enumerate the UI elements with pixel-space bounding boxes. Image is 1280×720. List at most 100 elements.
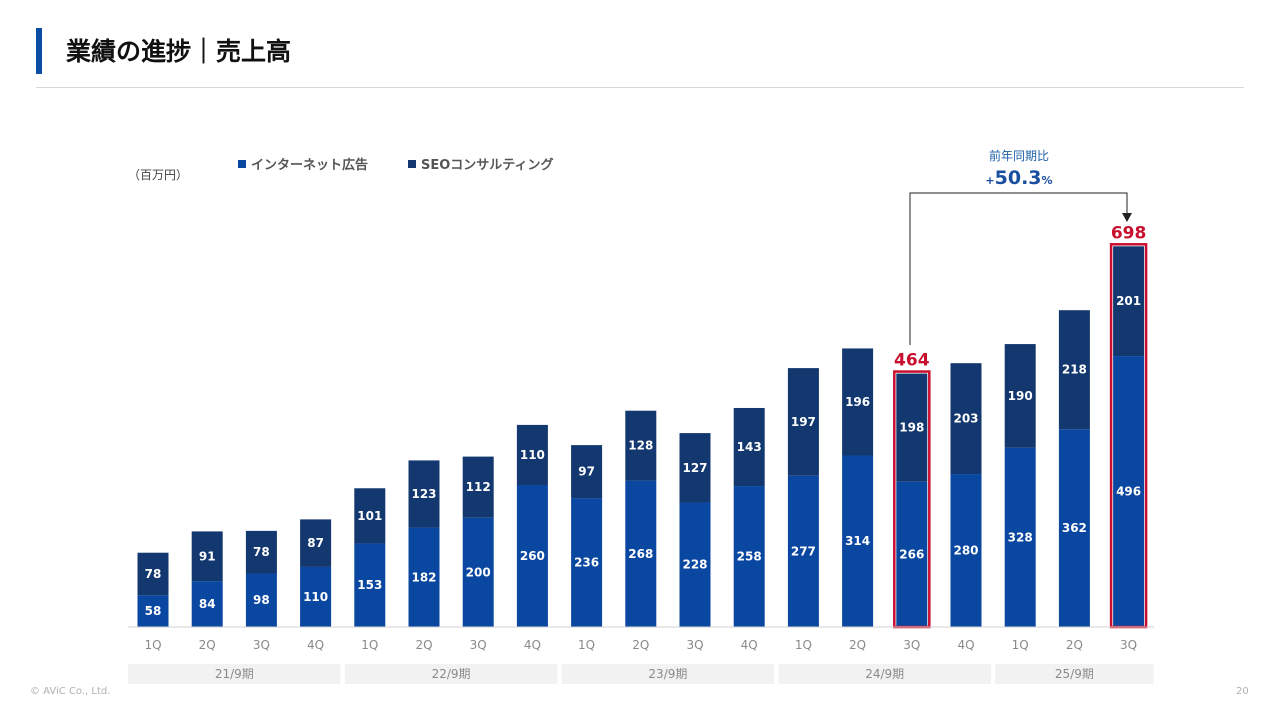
x-tick-label: 3Q xyxy=(903,638,920,652)
bar-segment-seo xyxy=(462,456,494,518)
x-tick-label: 3Q xyxy=(686,638,703,652)
data-label: 277 xyxy=(791,544,816,558)
x-tick-label: 4Q xyxy=(307,638,324,652)
period-label: 24/9期 xyxy=(865,667,904,681)
bar-segment-internet-ads xyxy=(1113,356,1145,627)
data-label: 78 xyxy=(145,567,162,581)
period-band xyxy=(561,664,775,684)
data-label: 110 xyxy=(520,448,545,462)
period-band xyxy=(995,664,1154,684)
bar-segment-internet-ads xyxy=(950,474,982,627)
data-label: 123 xyxy=(411,487,436,501)
x-tick-label: 3Q xyxy=(253,638,270,652)
bar-segment-seo xyxy=(733,407,765,487)
period-band xyxy=(344,664,558,684)
title-divider xyxy=(36,87,1244,88)
bar-segment-seo xyxy=(408,460,440,528)
bar-segment-seo xyxy=(679,433,711,503)
yoy-sign: + xyxy=(985,174,994,187)
yoy-number: 50.3 xyxy=(995,167,1042,189)
bar-segment-seo xyxy=(300,519,332,567)
data-label: 190 xyxy=(1008,389,1033,403)
bar-segment-internet-ads xyxy=(1058,429,1090,627)
data-label: 101 xyxy=(357,509,382,523)
x-tick-label: 2Q xyxy=(849,638,866,652)
yoy-connector-line xyxy=(909,192,1128,345)
data-label: 97 xyxy=(578,465,595,479)
bar-segment-internet-ads xyxy=(733,486,765,627)
x-tick-label: 2Q xyxy=(1066,638,1083,652)
data-label: 153 xyxy=(357,578,382,592)
bar-segment-internet-ads xyxy=(679,502,711,627)
bar-segment-seo xyxy=(516,424,548,485)
data-label: 143 xyxy=(737,440,762,454)
bar-segment-internet-ads xyxy=(1004,447,1036,627)
x-tick-label: 1Q xyxy=(1012,638,1029,652)
bar-segment-seo xyxy=(1058,310,1090,430)
bar-segment-seo xyxy=(842,348,874,456)
page-number: 20 xyxy=(1236,686,1249,697)
period-band xyxy=(128,664,341,684)
x-axis-ticks: 1Q 2Q 3Q 4Q 1Q 2Q 3Q 4Q 1Q 2Q 3Q 4Q 1Q 2Q 3Q 4Q 1Q 2Q 3Q xyxy=(144,638,1137,652)
bar-segment-internet-ads xyxy=(245,573,277,627)
legend-swatch-seo xyxy=(408,160,416,168)
data-label: 197 xyxy=(791,415,816,429)
bar-segment-internet-ads xyxy=(571,498,603,627)
period-label: 23/9期 xyxy=(648,667,687,681)
x-tick-label: 2Q xyxy=(199,638,216,652)
bar-segment-seo xyxy=(571,445,603,499)
data-label: 200 xyxy=(466,565,491,579)
yoy-annotation: 前年同期比 +50.3% xyxy=(909,148,1132,345)
data-label: 236 xyxy=(574,556,599,570)
x-tick-label: 2Q xyxy=(415,638,432,652)
yoy-caption: 前年同期比 xyxy=(989,148,1049,163)
legend-label-seo: SEOコンサルティング xyxy=(421,157,554,173)
bar-segment-internet-ads xyxy=(137,595,169,627)
yoy-value: +50.3% xyxy=(985,167,1052,189)
bar-segment-internet-ads xyxy=(787,475,819,627)
title-accent-bar xyxy=(36,28,42,74)
bar-segment-internet-ads xyxy=(896,481,928,627)
data-label: 112 xyxy=(466,480,491,494)
bar-segment-seo xyxy=(1004,344,1036,448)
total-label: 464 xyxy=(894,351,930,371)
bar-segment-seo xyxy=(245,530,277,574)
bar-segment-seo xyxy=(896,373,928,482)
data-label: 84 xyxy=(199,597,216,611)
data-label: 496 xyxy=(1116,485,1141,499)
copyright: © AViC Co., Ltd. xyxy=(30,686,111,697)
page-title: 業績の進捗｜売上高 xyxy=(66,37,292,66)
x-tick-label: 1Q xyxy=(361,638,378,652)
bar-segment-internet-ads xyxy=(625,480,657,627)
data-label: 280 xyxy=(953,544,978,558)
x-tick-label: 1Q xyxy=(144,638,161,652)
bar-segment-seo xyxy=(1113,246,1145,357)
data-label: 228 xyxy=(682,558,707,572)
data-label: 91 xyxy=(199,549,216,563)
bar-segment-internet-ads xyxy=(842,455,874,627)
bar-segment-seo xyxy=(625,410,657,481)
data-label: 128 xyxy=(628,439,653,453)
data-label: 182 xyxy=(411,570,436,584)
data-label: 362 xyxy=(1062,521,1087,535)
data-label: 258 xyxy=(737,550,762,564)
x-tick-label: 3Q xyxy=(1120,638,1137,652)
data-label: 268 xyxy=(628,547,653,561)
x-tick-label: 3Q xyxy=(470,638,487,652)
period-bands: 21/9期 22/9期 23/9期 24/9期 25/9期 xyxy=(128,664,1154,684)
bar-segment-seo xyxy=(354,488,386,544)
data-label: 110 xyxy=(303,590,328,604)
data-label: 203 xyxy=(953,412,978,426)
bar-segment-seo xyxy=(191,531,223,582)
data-label: 201 xyxy=(1116,294,1141,308)
data-label: 260 xyxy=(520,549,545,563)
x-tick-label: 4Q xyxy=(957,638,974,652)
data-label: 218 xyxy=(1062,363,1087,377)
bar-segment-internet-ads xyxy=(408,527,440,627)
data-label: 98 xyxy=(253,593,270,607)
data-label: 58 xyxy=(145,604,162,618)
period-label: 21/9期 xyxy=(215,667,254,681)
data-label: 198 xyxy=(899,421,924,435)
x-tick-label: 1Q xyxy=(795,638,812,652)
